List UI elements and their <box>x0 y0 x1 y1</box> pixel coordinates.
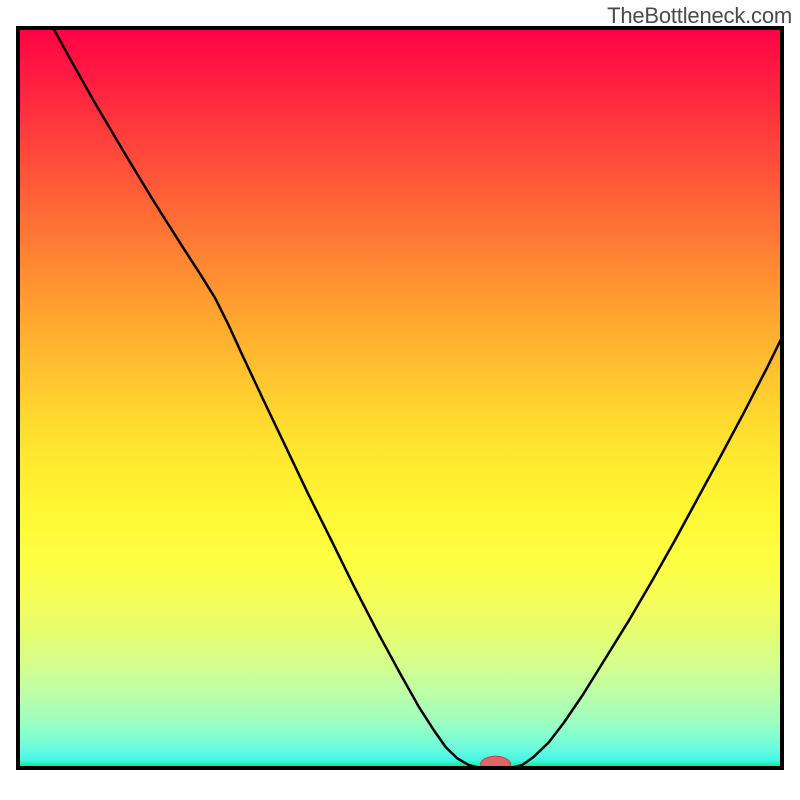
watermark-text: TheBottleneck.com <box>607 3 792 29</box>
bottleneck-chart: TheBottleneck.com <box>0 0 800 800</box>
chart-svg <box>0 0 800 800</box>
plot-background <box>18 28 782 768</box>
